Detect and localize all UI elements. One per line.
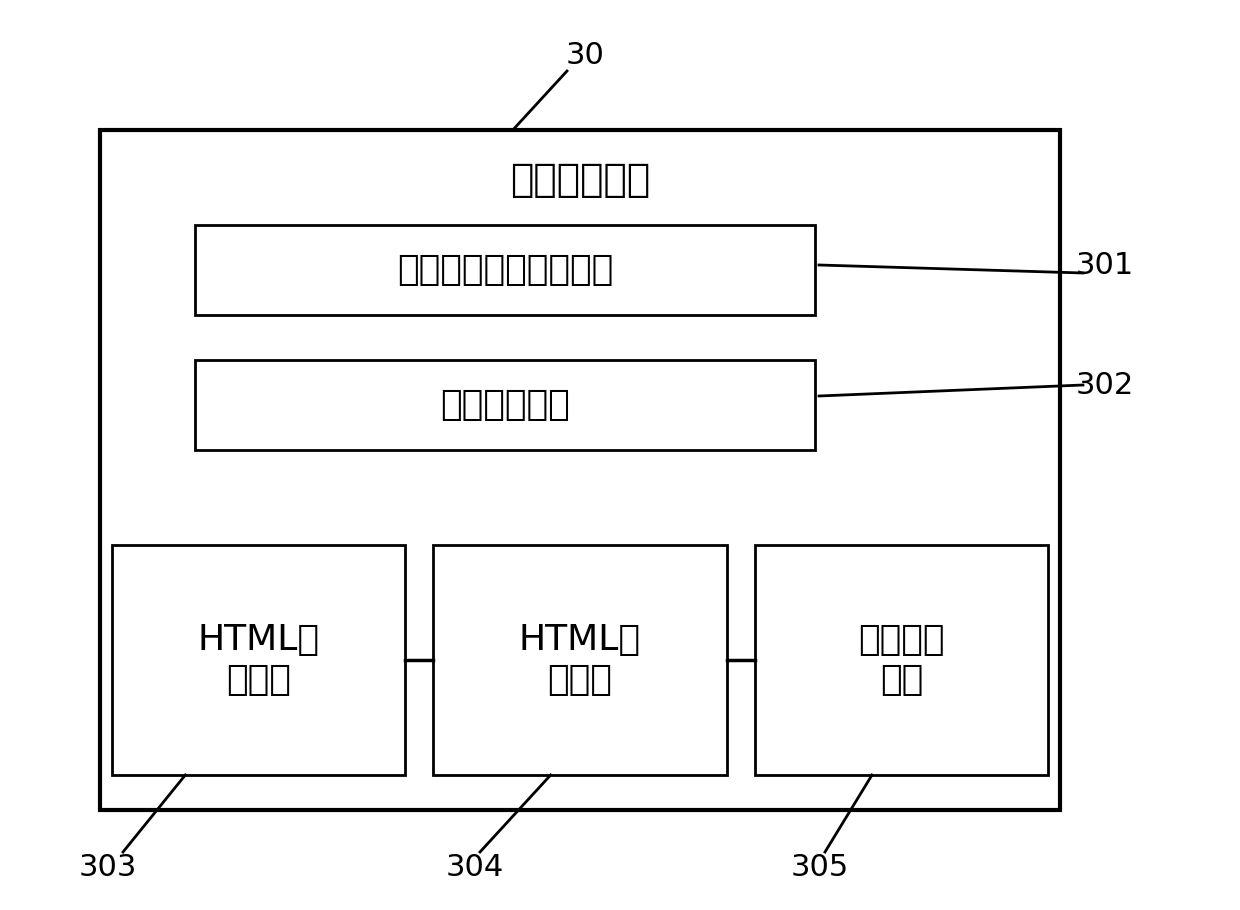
Text: HTML解
析单元: HTML解 析单元 — [520, 623, 641, 697]
Text: 302: 302 — [1076, 370, 1135, 399]
Text: 303: 303 — [79, 854, 138, 883]
Bar — [100, 130, 1060, 810]
Text: 用户注册信息发送单元: 用户注册信息发送单元 — [397, 253, 613, 287]
Text: 304: 304 — [446, 854, 505, 883]
Bar — [433, 545, 727, 775]
Bar — [112, 545, 405, 775]
Bar — [195, 225, 815, 315]
Text: 管理员客户端: 管理员客户端 — [510, 161, 650, 199]
Text: 页面显示
单元: 页面显示 单元 — [858, 623, 945, 697]
Text: 30: 30 — [565, 41, 604, 69]
Bar — [755, 545, 1048, 775]
Text: 数据维护单元: 数据维护单元 — [440, 388, 570, 422]
Text: 301: 301 — [1076, 250, 1135, 279]
Text: HTML接
收单元: HTML接 收单元 — [197, 623, 320, 697]
Bar — [195, 360, 815, 450]
Text: 305: 305 — [791, 854, 849, 883]
